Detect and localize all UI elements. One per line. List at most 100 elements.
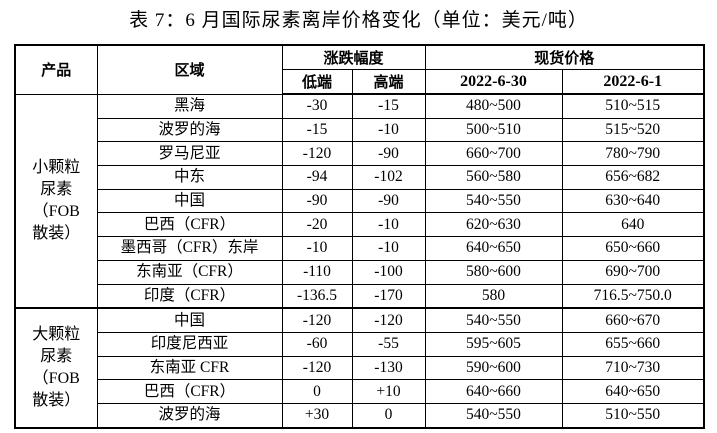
value-cell: 650~660 (561, 236, 705, 261)
value-cell: 510~515 (561, 93, 705, 119)
value-cell: 500~510 (424, 117, 563, 143)
value-cell: -120 (281, 307, 353, 333)
region-cell: 波罗的海 (96, 402, 283, 429)
product-cell: 大颗粒尿素 （FOB 散装） (14, 307, 98, 429)
table-row: 东南亚（CFR） -110 -100 580~600 690~700 (15, 259, 705, 285)
header-cell: 高端 (351, 69, 426, 95)
table-row: 中国 -90 -90 540~550 630~640 (15, 188, 705, 214)
region-cell: 墨西哥（CFR）东岸 (96, 236, 283, 261)
region-cell: 波罗的海 (96, 117, 283, 143)
value-cell: -100 (351, 259, 426, 285)
region-cell: 巴西（CFR） (96, 212, 283, 238)
value-cell: 0 (351, 402, 426, 429)
value-cell: 655~660 (561, 331, 705, 357)
table-row: 巴西（CFR） -20 -10 620~630 640 (15, 212, 705, 238)
value-cell: -60 (281, 331, 353, 357)
value-cell: -15 (281, 117, 353, 143)
value-cell: 780~790 (561, 141, 705, 167)
table-row: 波罗的海 -15 -10 500~510 515~520 (15, 117, 705, 143)
value-cell: -120 (281, 355, 353, 381)
table-row: 小颗粒尿素 （FOB 散装） 黑海 -30 -15 480~500 510~515 (14, 93, 705, 309)
value-cell: -120 (351, 307, 426, 333)
value-cell: 640~650 (424, 236, 563, 261)
value-cell: 630~640 (561, 188, 705, 214)
value-cell: 595~605 (424, 331, 563, 357)
value-cell: -10 (351, 117, 426, 143)
region-cell: 中国 (96, 307, 283, 333)
value-cell: -130 (351, 355, 426, 381)
value-cell: -20 (281, 212, 353, 238)
product-line: （FOB (32, 369, 80, 387)
product-line: 散装） (32, 391, 81, 409)
value-cell: 540~550 (424, 307, 563, 333)
table-row: 墨西哥（CFR）东岸 -10 -10 640~650 650~660 (15, 236, 705, 261)
table-row: 罗马尼亚 -120 -90 660~700 780~790 (15, 141, 705, 167)
value-cell: -136.5 (281, 283, 353, 309)
region-cell: 罗马尼亚 (96, 141, 283, 167)
region-cell: 印度尼西亚 (96, 331, 283, 357)
table-row: 印度尼西亚 -60 -55 595~605 655~660 (15, 331, 705, 357)
value-cell: -10 (281, 236, 353, 261)
region-cell: 印度（CFR） (96, 283, 283, 309)
header-cell: 2022-6-1 (561, 69, 705, 95)
value-cell: 716.5~750.0 (561, 283, 705, 309)
value-cell: -10 (351, 212, 426, 238)
value-cell: 480~500 (424, 93, 563, 119)
header-cell: 现货价格 (424, 44, 705, 70)
value-cell: -94 (281, 165, 353, 190)
table-row: 大颗粒 尿素 （FOB 散装） 中国 -120 -120 540~550 660~670 (14, 307, 705, 429)
value-cell: -55 (351, 331, 426, 357)
value-cell: -90 (351, 141, 426, 167)
product-line: 大颗粒 (32, 325, 81, 343)
product-line: 散装） (32, 224, 81, 242)
region-cell: 巴西（CFR） (96, 379, 283, 404)
value-cell: -10 (351, 236, 426, 261)
value-cell: 580 (424, 283, 563, 309)
value-cell: -102 (351, 165, 426, 190)
region-cell: 黑海 (96, 93, 283, 119)
region-cell: 中东 (96, 165, 283, 190)
product-line: 尿素 (40, 347, 73, 365)
value-cell: +10 (351, 379, 426, 404)
value-cell: 590~600 (424, 355, 563, 381)
product-line: 小颗粒 (32, 158, 81, 176)
header-cell: 涨跌幅度 (281, 44, 426, 70)
value-cell: 540~550 (424, 402, 563, 429)
value-cell: 660~700 (424, 141, 563, 167)
value-cell: 540~550 (424, 188, 563, 214)
region-cell: 东南亚 CFR (96, 355, 283, 381)
value-cell: 690~700 (561, 259, 705, 285)
region-cell: 中国 (96, 188, 283, 214)
value-cell: 640 (561, 212, 705, 238)
table-row: 东南亚 CFR -120 -130 590~600 710~730 (15, 355, 705, 381)
value-cell: 640~650 (561, 379, 705, 404)
value-cell: 710~730 (561, 355, 705, 381)
value-cell: 660~670 (561, 307, 705, 333)
value-cell: 620~630 (424, 212, 563, 238)
table-row: 巴西（CFR） 0 +10 640~660 640~650 (15, 379, 705, 404)
region-cell: 东南亚（CFR） (96, 259, 283, 285)
header-cell: 区域 (96, 44, 283, 95)
value-cell: 510~550 (561, 402, 705, 429)
product-line: （FOB (32, 202, 80, 220)
table-row: 中东 -94 -102 560~580 656~682 (15, 165, 705, 190)
table-title: 表 7：6 月国际尿素离岸价格变化（单位：美元/吨） (129, 10, 588, 31)
value-cell: -30 (281, 93, 353, 119)
table-row: 印度（CFR） -136.5 -170 580 716.5~750.0 (15, 283, 705, 309)
header-cell: 低端 (281, 69, 353, 95)
value-cell: 515~520 (561, 117, 705, 143)
table-row: 波罗的海 +30 0 540~550 510~550 (15, 402, 705, 429)
header-cell: 产品 (14, 44, 98, 95)
price-table: 产品 区域 涨跌幅度 现货价格 低端 高端 2022-6-30 2022-6-1… (14, 44, 705, 429)
value-cell: -90 (281, 188, 353, 214)
value-cell: 560~580 (424, 165, 563, 190)
value-cell: +30 (281, 402, 353, 429)
product-line: 尿素 (40, 180, 73, 198)
value-cell: 580~600 (424, 259, 563, 285)
product-cell: 小颗粒尿素 （FOB 散装） (14, 93, 98, 309)
header-cell: 2022-6-30 (424, 69, 563, 95)
value-cell: 640~660 (424, 379, 563, 404)
value-cell: -120 (281, 141, 353, 167)
value-cell: -170 (351, 283, 426, 309)
